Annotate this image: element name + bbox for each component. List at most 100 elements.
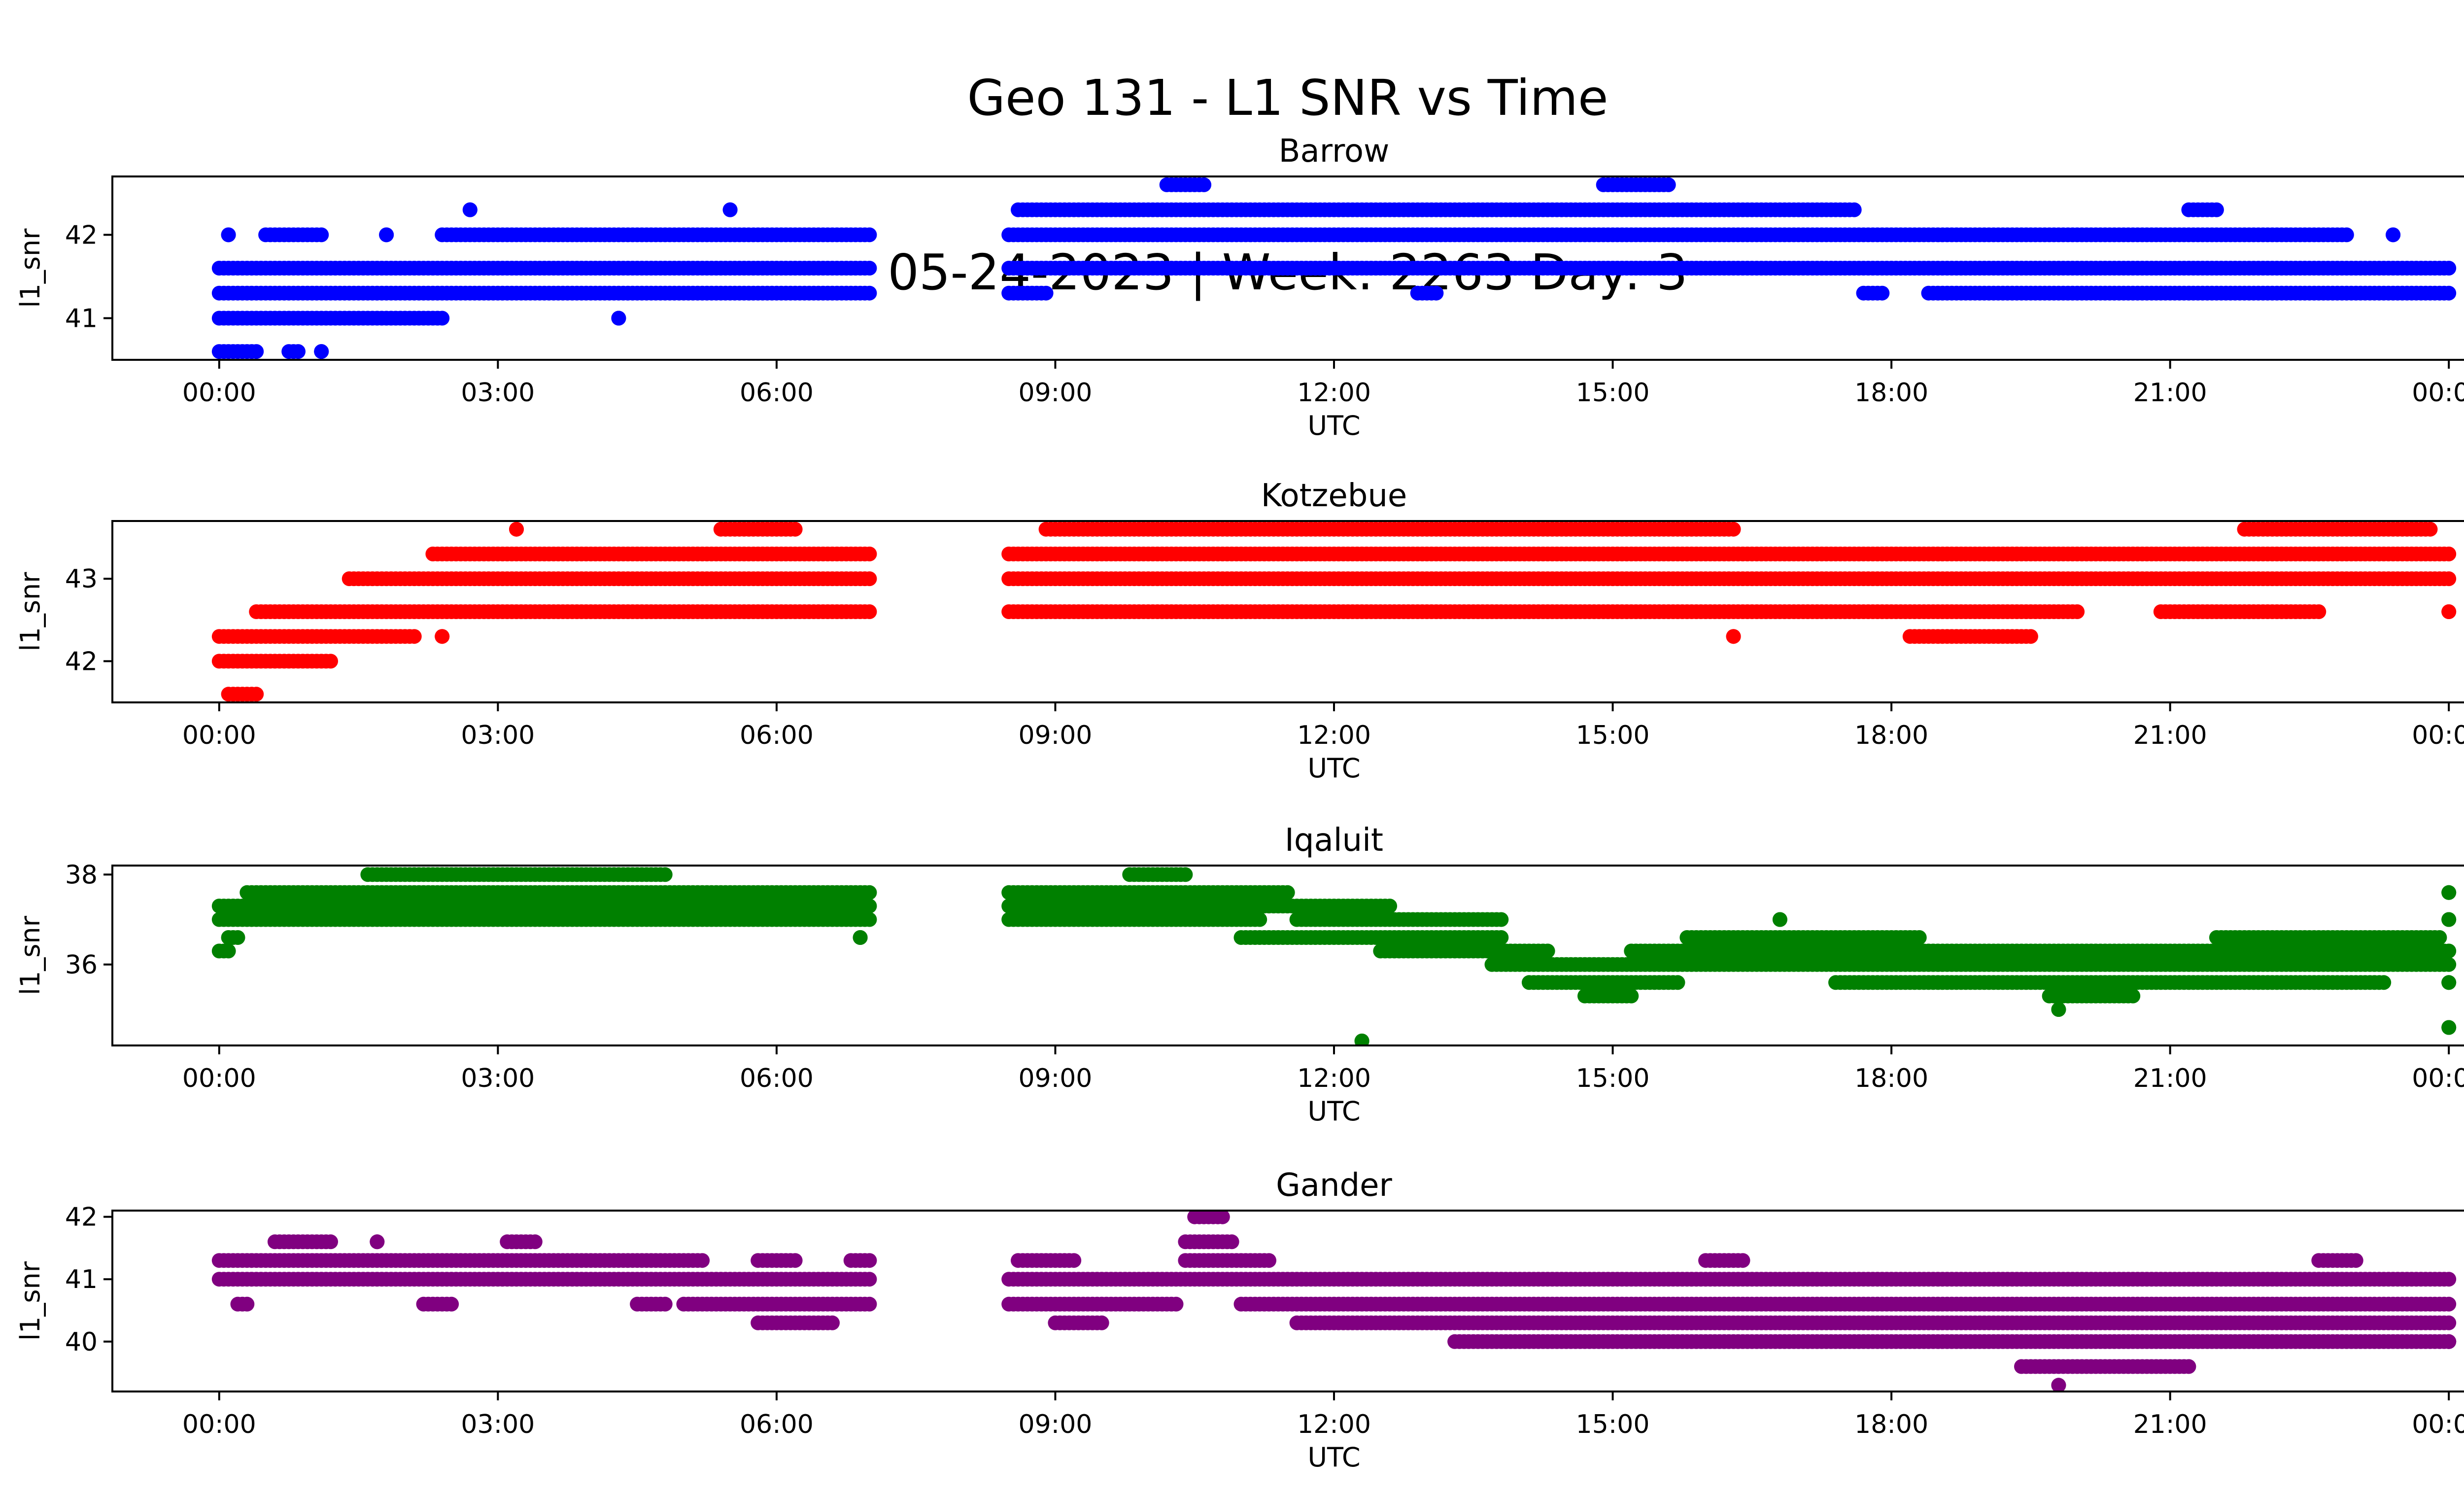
point-group	[2441, 604, 2457, 619]
point-group	[211, 285, 877, 301]
point-group	[211, 1253, 710, 1268]
data-point	[2311, 604, 2327, 619]
point-group	[1122, 867, 1193, 882]
data-point	[1197, 177, 1212, 192]
data-point	[1540, 943, 1555, 959]
point-group	[416, 1296, 459, 1312]
x-tick-label: 06:00	[740, 378, 814, 408]
x-tick-label: 18:00	[1854, 378, 1928, 408]
x-tick-label: 18:00	[1854, 721, 1928, 750]
data-point	[2376, 975, 2392, 990]
data-point	[2339, 227, 2354, 243]
point-group	[1001, 546, 2457, 561]
point-group	[611, 311, 626, 326]
point-group	[1038, 522, 1741, 537]
point-group	[211, 311, 450, 326]
data-point	[435, 629, 450, 644]
x-tick-label: 09:00	[1019, 721, 1093, 750]
point-group	[370, 1234, 385, 1250]
x-tick-label: 15:00	[1576, 378, 1650, 408]
scatter-points	[211, 1211, 2457, 1391]
x-tick-label: 00:00	[182, 1064, 256, 1093]
data-point	[407, 629, 422, 644]
data-point	[230, 930, 245, 945]
data-point	[2125, 988, 2141, 1004]
point-group	[379, 227, 394, 243]
data-point	[2051, 1002, 2066, 1017]
point-group	[2441, 975, 2457, 990]
point-group	[1521, 975, 1685, 990]
point-group	[1577, 988, 1639, 1004]
data-point	[862, 1296, 877, 1312]
x-tick-label: 00:00	[2412, 1064, 2464, 1093]
data-point	[657, 867, 673, 882]
y-tick-label: 42	[65, 647, 98, 676]
data-point	[695, 1253, 710, 1268]
data-point	[314, 344, 329, 359]
data-point	[1280, 885, 1295, 900]
data-point	[825, 1315, 840, 1330]
subplot-title: Iqaluit	[1285, 822, 1383, 859]
data-point	[1624, 988, 1639, 1004]
data-point	[2441, 912, 2457, 927]
point-group	[751, 1315, 840, 1330]
point-group	[2181, 202, 2224, 217]
data-point	[1661, 177, 1676, 192]
data-point	[1726, 629, 1741, 644]
data-point	[2441, 975, 2457, 990]
point-group	[435, 227, 877, 243]
point-group	[751, 1253, 803, 1268]
x-tick-label: 12:00	[1297, 378, 1371, 408]
figure-title-line1: Geo 131 - L1 SNR vs Time	[967, 69, 1608, 127]
data-point	[462, 202, 478, 217]
data-point	[444, 1296, 459, 1312]
point-group	[1902, 629, 2038, 644]
data-point	[2070, 604, 2085, 619]
point-group	[211, 943, 236, 959]
point-group	[1001, 227, 2354, 243]
data-point	[2441, 571, 2457, 587]
x-tick-label: 12:00	[1297, 1064, 1371, 1093]
point-group	[1001, 285, 1054, 301]
point-group	[342, 571, 877, 587]
y-tick-label: 38	[65, 860, 98, 890]
point-group	[249, 604, 877, 619]
x-tick-label: 15:00	[1576, 721, 1650, 750]
point-group	[676, 1296, 877, 1312]
x-tick-label: 00:00	[2412, 378, 2464, 408]
point-group	[2237, 522, 2438, 537]
point-group	[230, 1296, 255, 1312]
scatter-points	[211, 177, 2457, 359]
data-point	[862, 885, 877, 900]
point-group	[2209, 930, 2447, 945]
y-tick-label: 36	[65, 950, 98, 980]
y-tick-label: 43	[65, 564, 98, 594]
data-point	[2432, 930, 2447, 945]
point-group	[281, 344, 306, 359]
data-point	[1252, 912, 1267, 927]
point-group	[211, 654, 338, 669]
point-group	[211, 261, 877, 276]
point-group	[314, 344, 329, 359]
x-tick-label: 21:00	[2133, 378, 2207, 408]
point-group	[1001, 899, 1398, 914]
x-tick-label: 21:00	[2133, 1064, 2207, 1093]
point-group	[211, 629, 422, 644]
point-group	[1001, 604, 2085, 619]
y-axis-label: l1_snr	[15, 228, 46, 308]
data-point	[249, 687, 264, 702]
point-group	[853, 930, 868, 945]
y-axis-label: l1_snr	[15, 915, 46, 995]
data-point	[862, 261, 877, 276]
point-group	[1772, 912, 1787, 927]
data-point	[862, 899, 877, 914]
data-point	[611, 311, 626, 326]
point-group	[221, 227, 236, 243]
point-group	[509, 522, 524, 537]
x-axis-label: UTC	[1307, 753, 1360, 784]
data-point	[787, 522, 803, 537]
data-point	[853, 930, 868, 945]
